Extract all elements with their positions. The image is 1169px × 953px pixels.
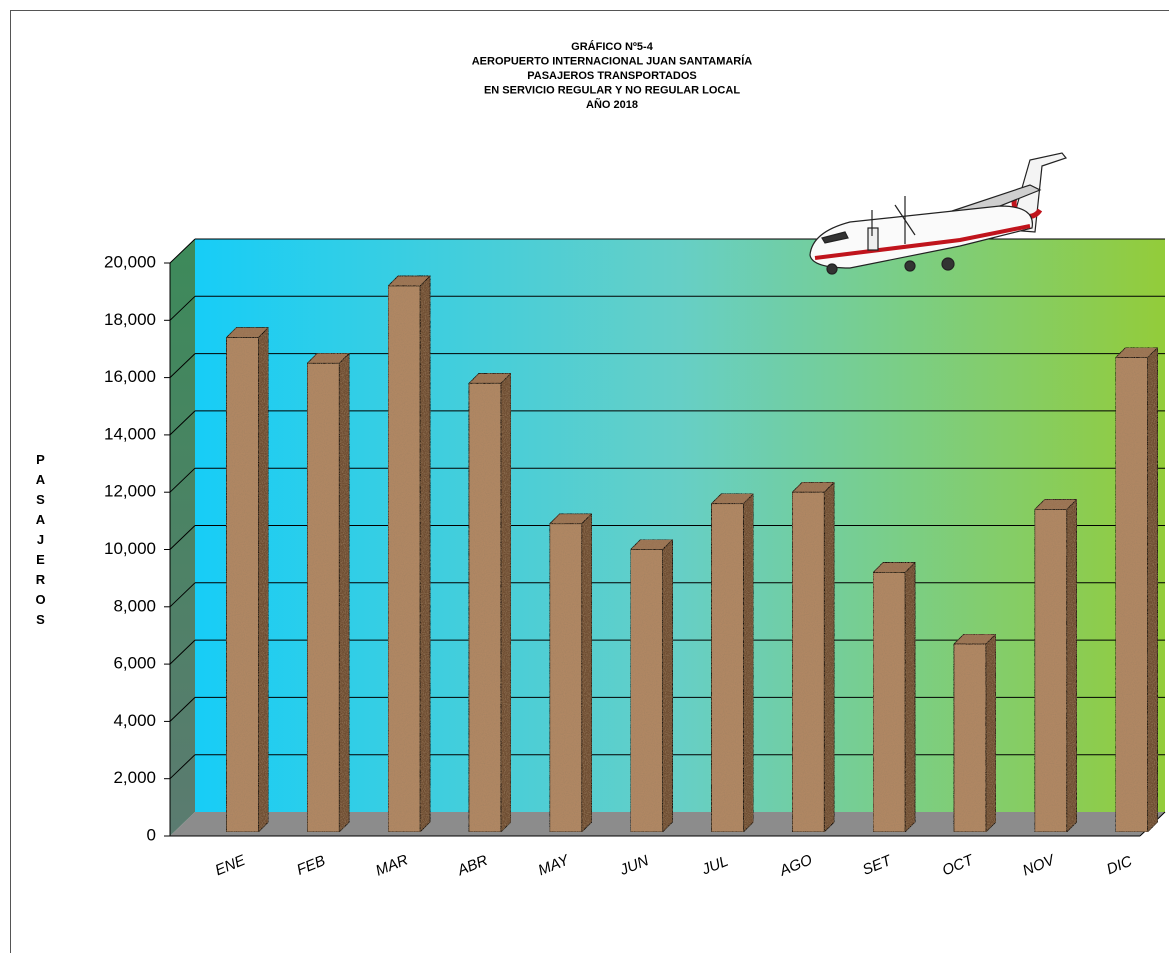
bar-side: [823, 481, 835, 833]
y-tick-label: 14,000: [104, 424, 156, 443]
bar: [791, 491, 825, 833]
x-tick-label: ABR: [454, 852, 490, 880]
bar: [953, 643, 987, 833]
bar: [387, 285, 421, 833]
y-tick-label: 4,000: [113, 711, 156, 730]
y-tick-label: 16,000: [104, 367, 156, 386]
x-tick-label: DIC: [1104, 853, 1134, 879]
x-tick-label: MAY: [536, 851, 572, 879]
bar: [226, 337, 259, 833]
bar-side: [500, 372, 512, 833]
x-tick-label: MAR: [373, 851, 410, 879]
grid-line: [169, 639, 196, 665]
bar-side: [581, 512, 593, 833]
chart-title: AÑO 2018: [586, 98, 638, 111]
grid-line: [169, 295, 196, 321]
bar-side: [419, 274, 431, 833]
y-tick-label: 10,000: [104, 539, 156, 558]
bar-side: [1147, 346, 1158, 833]
grid-line: [169, 525, 196, 550]
x-tick-label: AGO: [776, 851, 815, 880]
bar-side: [258, 326, 269, 833]
x-tick-label: FEB: [294, 852, 327, 879]
bar-side: [743, 492, 754, 833]
x-tick-label: NOV: [1020, 851, 1058, 880]
airplane: [809, 152, 1068, 275]
bar: [549, 523, 583, 833]
y-tick-label: 18,000: [104, 310, 156, 329]
y-tick-label: 6,000: [113, 654, 156, 673]
bar-side: [338, 352, 350, 833]
grid-line: [169, 410, 196, 436]
bar: [306, 362, 340, 833]
bar: [1115, 357, 1148, 833]
y-tick-label: 0: [147, 825, 156, 844]
grid-line: [169, 697, 196, 722]
x-tick-label: ENE: [213, 851, 249, 879]
bar-side: [1066, 498, 1078, 833]
grid-line: [169, 754, 196, 780]
x-tick-label: JUN: [617, 852, 651, 879]
chart-title: AEROPUERTO INTERNACIONAL JUAN SANTAMARÍA: [472, 54, 753, 67]
x-tick-label: JUL: [699, 853, 731, 879]
grid-line: [169, 238, 196, 264]
grid-line: [169, 467, 196, 493]
grid-line: [169, 582, 196, 608]
bar: [468, 382, 502, 833]
bar-side: [662, 538, 673, 833]
chart-title: PASAJEROS TRANSPORTADOS: [527, 70, 697, 82]
bar: [872, 572, 906, 833]
y-tick-label: 2,000: [113, 768, 156, 787]
y-axis-title: PASAJEROS: [33, 452, 48, 632]
y-tick-label: 12,000: [104, 482, 156, 501]
x-tick-label: SET: [860, 851, 895, 878]
y-tick-label: 20,000: [104, 252, 156, 271]
bar: [630, 549, 663, 833]
bar: [1034, 508, 1068, 833]
bar-side: [985, 633, 997, 833]
grid-line: [169, 353, 196, 378]
chart-title: GRÁFICO Nº5-4: [571, 40, 654, 53]
bar-side: [904, 561, 916, 833]
bar: [711, 503, 744, 833]
chart-title: EN SERVICIO REGULAR Y NO REGULAR LOCAL: [484, 84, 740, 96]
y-tick-label: 8,000: [113, 596, 156, 615]
x-tick-label: OCT: [940, 851, 977, 879]
